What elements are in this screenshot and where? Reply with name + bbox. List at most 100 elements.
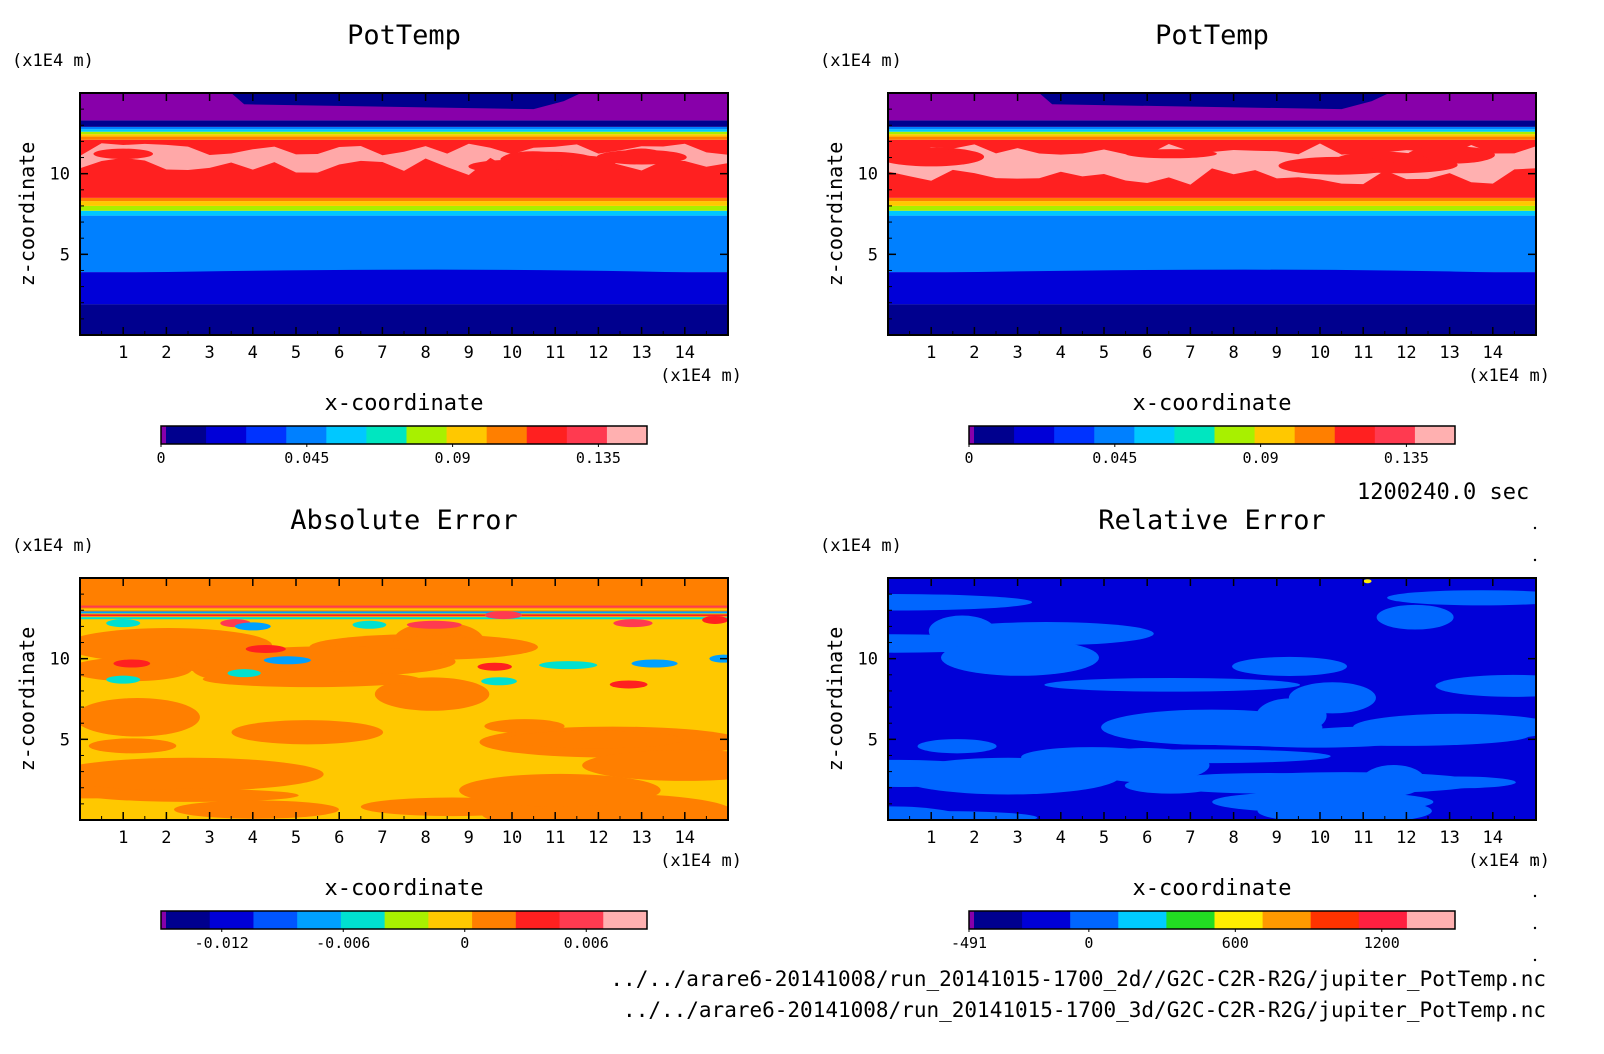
field-blob [1044, 677, 1301, 692]
field-blob [631, 659, 678, 668]
plot-field [80, 93, 728, 335]
plot-field [888, 578, 1536, 820]
x-tick-label: 4 [248, 343, 258, 363]
colorbar-swatch [1094, 426, 1135, 444]
edge-dot [1533, 894, 1537, 898]
field-band [80, 134, 728, 137]
field-band [888, 134, 1536, 137]
edge-dot [1533, 926, 1537, 930]
field-band [80, 304, 728, 335]
x-tick-label: 14 [675, 343, 695, 363]
field-band [80, 608, 728, 611]
field-blob [1081, 747, 1210, 783]
x-tick-label: 6 [334, 343, 344, 363]
field-blob [374, 677, 490, 711]
field-blob [80, 698, 200, 737]
colorbar-swatch [974, 911, 1023, 929]
y-unit-label: (x1E4 m) [12, 536, 94, 556]
field-band [888, 126, 1536, 130]
colorbar-swatch [340, 911, 386, 929]
field-blob [245, 644, 286, 653]
colorbar-tick-label: 0.045 [284, 449, 329, 467]
field-band [80, 120, 728, 127]
field-band [888, 272, 1536, 305]
y-tick-label: 5 [868, 730, 878, 750]
field-band [80, 215, 728, 273]
chart-title: PotTemp [347, 20, 461, 51]
y-unit-label: (x1E4 m) [820, 51, 902, 71]
field-blob [484, 611, 522, 620]
field-band [80, 617, 728, 620]
field-band [80, 126, 728, 130]
field-blob [506, 730, 684, 749]
x-tick-label: 4 [248, 828, 258, 848]
colorbar-swatch [161, 911, 167, 929]
field-band [80, 136, 728, 140]
x-tick-label: 3 [204, 343, 214, 363]
colorbar-swatch [297, 911, 342, 929]
edge-dot [1533, 526, 1537, 530]
field-band [888, 120, 1536, 127]
field-band [80, 272, 728, 305]
colorbar-swatch [166, 426, 207, 444]
plot-field [888, 93, 1536, 335]
colorbar-tick-label: 0 [1084, 934, 1093, 952]
colorbar-swatch [446, 426, 488, 444]
field-blob [702, 615, 728, 624]
x-tick-label: 13 [1439, 828, 1459, 848]
x-tick-label: 7 [377, 828, 387, 848]
x-tick-label: 9 [1272, 828, 1282, 848]
field-blob [80, 757, 324, 791]
colorbar-swatch [1070, 911, 1119, 929]
colorbar-swatch [559, 911, 604, 929]
colorbar-swatch [1262, 911, 1312, 929]
x-tick-label: 14 [675, 828, 695, 848]
field-band [80, 201, 728, 206]
x-tick-label: 10 [1310, 828, 1330, 848]
field-band [80, 205, 728, 211]
colorbar-tick-label: 0 [460, 934, 469, 952]
x-tick-label: 2 [969, 343, 979, 363]
x-tick-label: 12 [1396, 343, 1416, 363]
chart-title: Absolute Error [290, 505, 518, 536]
x-tick-label: 7 [1185, 343, 1195, 363]
field-blob [888, 811, 1038, 820]
field-band [80, 131, 728, 135]
y-axis-label: z-coordinate [15, 627, 39, 772]
x-tick-label: 10 [502, 828, 522, 848]
field-blob [234, 622, 271, 631]
colorbar-tick-label: 0.045 [1092, 449, 1137, 467]
x-tick-label: 3 [1012, 343, 1022, 363]
field-blob [80, 143, 728, 176]
x-tick-label: 9 [464, 828, 474, 848]
x-tick-label: 6 [1142, 343, 1152, 363]
field-blob [88, 738, 177, 754]
x-tick-label: 12 [588, 828, 608, 848]
x-tick-label: 1 [118, 343, 128, 363]
colorbar-swatch [161, 426, 167, 444]
field-band [80, 210, 728, 216]
x-tick-label: 10 [1310, 343, 1330, 363]
x-tick-label: 9 [1272, 343, 1282, 363]
colorbar-swatch [1134, 426, 1175, 444]
x-tick-label: 14 [1483, 828, 1503, 848]
x-tick-label: 8 [1228, 828, 1238, 848]
x-tick-label: 13 [631, 828, 651, 848]
field-band [80, 129, 728, 132]
colorbar-tick-label: -491 [951, 934, 987, 952]
chart-title: Relative Error [1098, 505, 1326, 536]
x-tick-label: 11 [545, 343, 565, 363]
x-tick-label: 2 [161, 828, 171, 848]
y-axis-label: z-coordinate [823, 142, 847, 287]
colorbar-swatch [286, 426, 327, 444]
field-blob [917, 739, 997, 754]
field-blob [1101, 709, 1323, 745]
field-blob [938, 622, 1154, 646]
field-blob [106, 675, 141, 684]
colorbar-swatch [406, 426, 448, 444]
field-blob [1363, 579, 1372, 584]
field-blob [106, 619, 141, 628]
colorbar-swatch [486, 426, 528, 444]
colorbar-swatch [366, 426, 407, 444]
